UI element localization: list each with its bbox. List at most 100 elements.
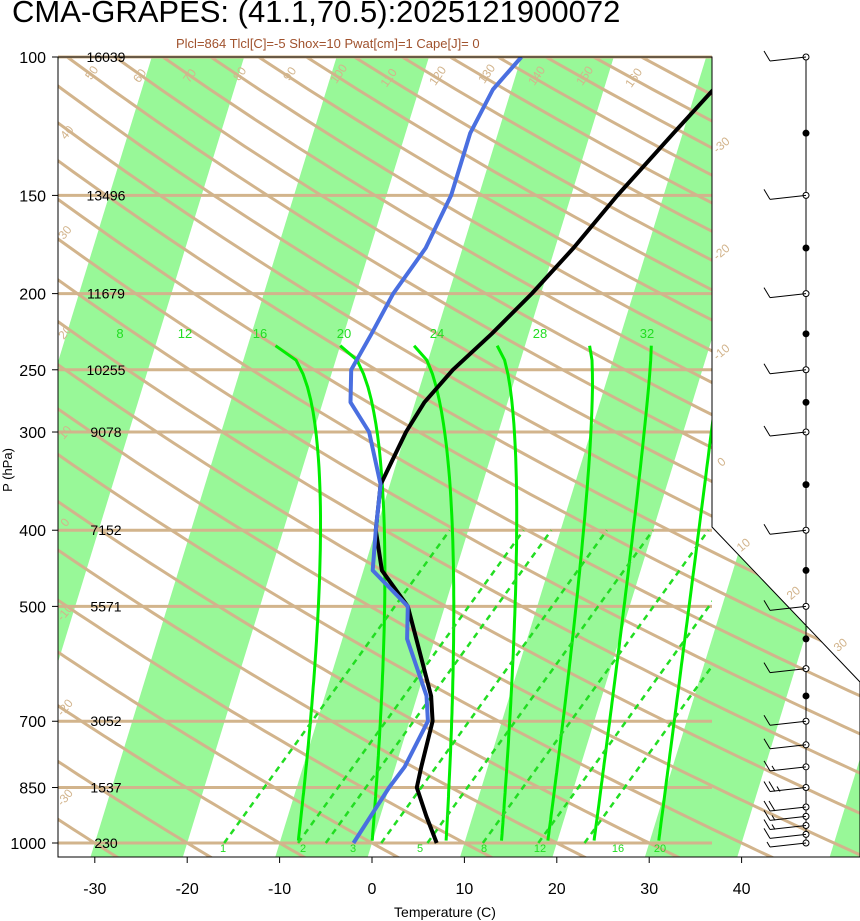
wind-calm-dot — [802, 129, 810, 137]
dry-adiabat-label: 160 — [622, 65, 645, 90]
wind-barb-half — [766, 841, 771, 848]
wind-barb-half — [776, 786, 781, 792]
wind-barb-shaft — [769, 720, 807, 726]
x-tick-label: -30 — [83, 881, 106, 898]
wind-barb-flag — [763, 600, 771, 611]
wind-barb-shaft — [769, 806, 807, 812]
moist-adiabat — [592, 345, 653, 841]
height-label: 13496 — [87, 187, 126, 203]
x-tick-label: 30 — [640, 881, 658, 898]
wind-barb-flag — [763, 523, 771, 535]
isotherm-band — [828, 57, 860, 857]
wind-barb-flag — [768, 800, 776, 812]
height-label: 9078 — [90, 424, 121, 440]
moist-adiabat-label: 32 — [640, 326, 654, 341]
height-label: 10255 — [87, 362, 126, 378]
x-tick-label: 20 — [548, 881, 566, 898]
y-tick-label: 850 — [19, 781, 46, 798]
wind-barb-shaft — [769, 766, 807, 772]
dry-adiabat — [58, 57, 860, 857]
moist-adiabat — [657, 415, 712, 841]
wind-calm-dot — [802, 692, 810, 700]
moist-adiabat-label: 12 — [178, 326, 192, 341]
mixing-ratio-line — [324, 529, 553, 844]
wind-barb-flag — [763, 800, 771, 812]
wind-barb-flag — [763, 714, 771, 726]
moist-adiabat — [495, 345, 519, 841]
dry-adiabat-label: -30 — [54, 786, 76, 809]
wind-barb-shaft — [769, 744, 807, 750]
height-label: 7152 — [90, 522, 121, 538]
mixing-ratio-label: 12 — [534, 843, 546, 855]
wind-calm-dot — [802, 481, 810, 489]
dry-adiabat-label: 0 — [714, 454, 728, 469]
wind-barb-flag — [763, 828, 771, 839]
height-label: 11679 — [87, 286, 125, 302]
wind-barb-flag — [763, 662, 771, 673]
y-tick-label: 500 — [19, 599, 46, 616]
dry-adiabat — [58, 57, 860, 857]
wind-barb-flag — [763, 819, 771, 830]
x-tick-label: 0 — [368, 881, 377, 898]
dry-adiabat-label: 20 — [784, 583, 803, 603]
wind-barb-shaft — [769, 369, 807, 375]
mixing-ratio-line — [583, 664, 712, 844]
mixing-ratio-label: 2 — [300, 843, 306, 855]
moist-adiabat — [274, 344, 322, 841]
mixing-ratio-label: 5 — [417, 843, 423, 855]
wind-barb-shaft — [769, 833, 807, 839]
wind-barb-shaft — [769, 194, 807, 200]
wind-barb-shaft — [769, 824, 807, 830]
y-axis-label: P (hPa) — [0, 448, 15, 492]
y-tick-label: 200 — [19, 287, 46, 304]
dry-adiabat — [58, 57, 860, 857]
pressure-axis: 100 150 200 250 300 400 500 700 850 1000 P (hPa) — [0, 50, 58, 853]
mixing-ratio-line — [380, 529, 608, 844]
y-tick-label: 250 — [19, 363, 46, 380]
mixing-ratio-label: 1 — [220, 843, 226, 855]
moist-adiabat-label: 8 — [116, 326, 123, 341]
dry-adiabat — [58, 57, 778, 857]
y-tick-label: 300 — [19, 425, 46, 442]
wind-barb-half — [771, 824, 776, 830]
mixing-ratio-line — [537, 600, 712, 844]
dry-adiabat — [58, 57, 685, 857]
dry-adiabat — [58, 57, 216, 857]
wind-barb-flag — [768, 781, 776, 792]
dry-adiabat — [58, 57, 860, 857]
mixing-ratio-line — [223, 529, 451, 844]
isotherm-band — [89, 57, 441, 857]
isotherm-band — [274, 57, 625, 857]
dry-adiabat-label: 10 — [734, 535, 753, 555]
wind-barb-flag — [763, 810, 771, 821]
wind-calm-dot — [802, 244, 810, 252]
height-label: 16039 — [87, 49, 126, 65]
height-labels: 16039 13496 11679 10255 9078 7152 5571 3052 1537… — [87, 49, 126, 851]
mixing-ratio-label: 3 — [350, 843, 356, 855]
mixing-ratio-line — [481, 529, 710, 844]
dry-adiabat — [58, 57, 860, 857]
moist-adiabats — [274, 344, 712, 841]
isobar-lines — [58, 55, 712, 845]
dry-adiabat-label: -30 — [710, 134, 733, 156]
wind-barb-flag — [763, 50, 771, 62]
wind-barb-flag — [763, 425, 771, 437]
wind-barb-shaft — [769, 56, 807, 62]
mixing-ratio-label: 8 — [481, 843, 487, 855]
wind-barb-flag — [763, 363, 771, 375]
dry-adiabat-label: -20 — [710, 241, 733, 263]
height-label: 5571 — [90, 598, 121, 614]
dry-adiabat — [58, 57, 860, 857]
wind-barb-flag — [763, 189, 771, 200]
moist-adiabat-label: 24 — [430, 326, 444, 341]
wind-barb-shaft — [769, 815, 807, 821]
wind-barb-half — [771, 815, 776, 821]
y-tick-label: 150 — [19, 188, 46, 205]
dry-adiabat-label: -10 — [710, 341, 733, 363]
wind-barb-shaft — [769, 431, 807, 437]
height-label: 230 — [94, 835, 118, 851]
dry-adiabat — [58, 57, 310, 857]
dry-adiabat-label: 30 — [831, 635, 850, 655]
moist-adiabat — [339, 344, 387, 841]
